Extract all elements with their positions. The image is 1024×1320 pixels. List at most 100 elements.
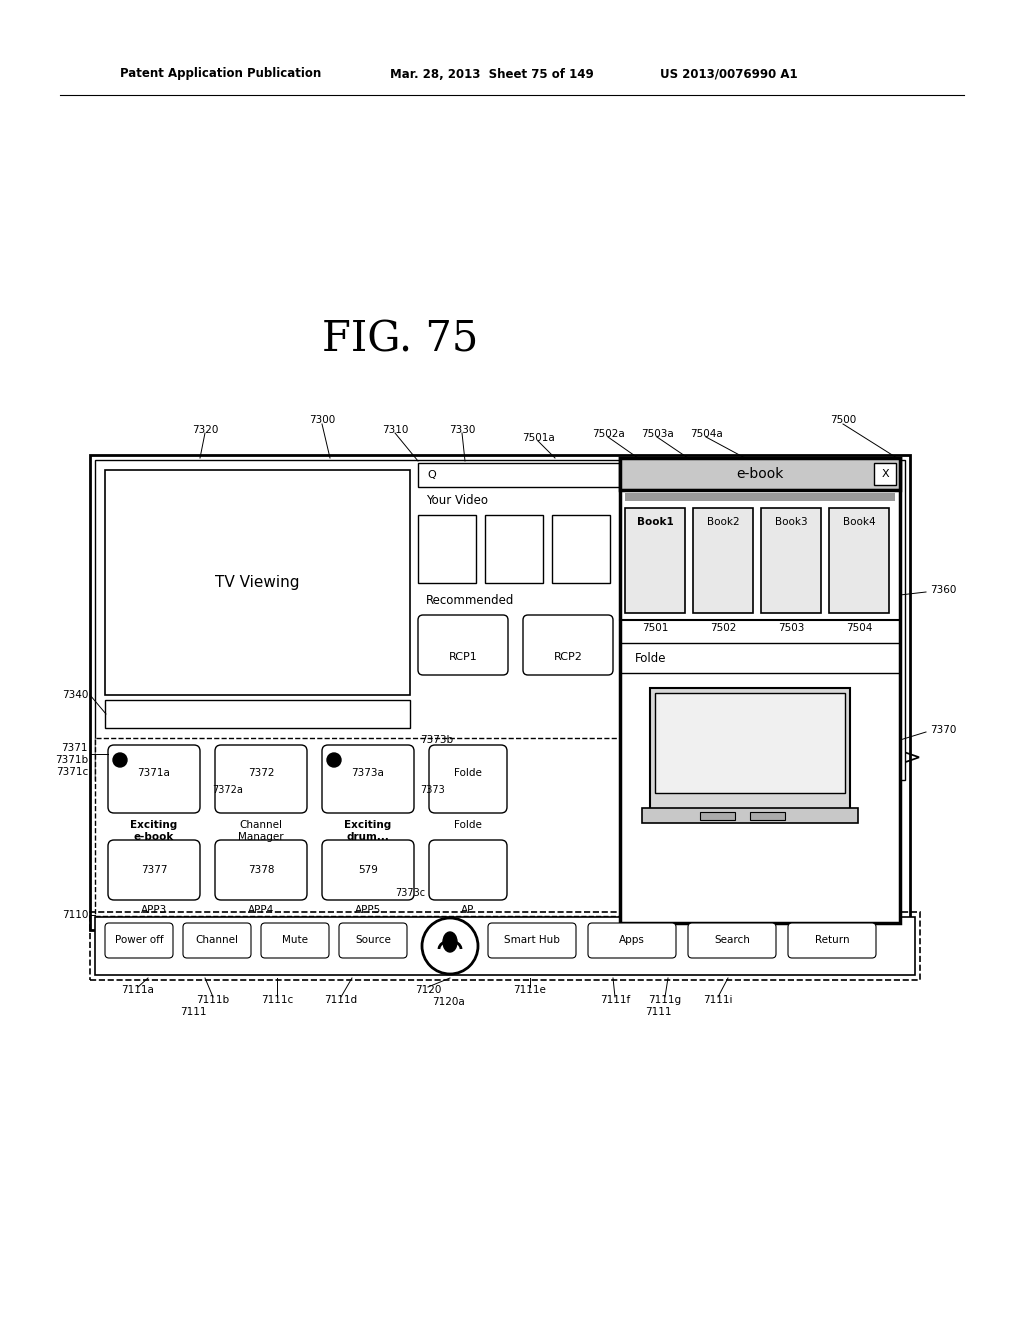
Text: Manager: Manager xyxy=(239,832,284,842)
Bar xyxy=(620,458,900,490)
Text: 7111e: 7111e xyxy=(514,985,547,995)
Text: Power off: Power off xyxy=(115,935,163,945)
Text: 7330: 7330 xyxy=(449,425,475,436)
Text: 7111: 7111 xyxy=(645,1007,672,1016)
Text: 7111a: 7111a xyxy=(122,985,155,995)
Text: 7340: 7340 xyxy=(61,690,88,700)
Text: TV Viewing: TV Viewing xyxy=(215,574,299,590)
Text: Q: Q xyxy=(428,470,436,480)
Text: 7378: 7378 xyxy=(248,865,274,875)
Text: 7371a: 7371a xyxy=(137,768,170,777)
Text: APP4: APP4 xyxy=(248,906,274,915)
Text: >: > xyxy=(903,748,922,768)
FancyBboxPatch shape xyxy=(183,923,251,958)
Text: 7371b: 7371b xyxy=(55,755,88,766)
Text: Return: Return xyxy=(815,935,849,945)
Text: Search: Search xyxy=(714,935,750,945)
Text: 7370: 7370 xyxy=(930,725,956,735)
Text: Apps: Apps xyxy=(620,935,645,945)
Bar xyxy=(750,812,785,820)
Text: 7377: 7377 xyxy=(140,865,167,875)
Text: 7372a: 7372a xyxy=(212,785,243,795)
FancyBboxPatch shape xyxy=(788,923,876,958)
Text: 7111d: 7111d xyxy=(325,995,357,1005)
Text: Book2: Book2 xyxy=(707,517,739,527)
Text: 7501: 7501 xyxy=(642,623,669,634)
Text: APP3: APP3 xyxy=(141,906,167,915)
Text: X: X xyxy=(882,469,889,479)
FancyBboxPatch shape xyxy=(488,923,575,958)
Text: Your Video: Your Video xyxy=(426,495,488,507)
Bar xyxy=(90,455,910,931)
Text: Channel: Channel xyxy=(196,935,239,945)
Bar xyxy=(418,515,476,583)
Text: 7504: 7504 xyxy=(846,623,872,634)
Bar xyxy=(95,738,620,916)
Text: 7111c: 7111c xyxy=(261,995,293,1005)
Bar xyxy=(761,508,821,612)
FancyBboxPatch shape xyxy=(429,744,507,813)
Text: 579: 579 xyxy=(358,865,378,875)
Bar xyxy=(95,459,905,780)
FancyBboxPatch shape xyxy=(339,923,407,958)
Bar xyxy=(625,492,895,502)
Text: Book1: Book1 xyxy=(637,517,674,527)
FancyBboxPatch shape xyxy=(215,840,307,900)
Text: 7502a: 7502a xyxy=(592,429,625,440)
FancyBboxPatch shape xyxy=(108,840,200,900)
Bar xyxy=(829,508,889,612)
Text: 7503a: 7503a xyxy=(641,429,674,440)
Text: 7502: 7502 xyxy=(710,623,736,634)
Bar xyxy=(700,812,735,820)
Text: Mute: Mute xyxy=(282,935,308,945)
Text: 7111b: 7111b xyxy=(197,995,229,1005)
Text: drum...: drum... xyxy=(346,832,389,842)
Bar xyxy=(655,693,845,793)
Bar xyxy=(105,470,410,696)
Text: 7120a: 7120a xyxy=(432,997,464,1007)
FancyBboxPatch shape xyxy=(322,744,414,813)
Bar xyxy=(418,463,628,487)
FancyBboxPatch shape xyxy=(108,744,200,813)
FancyBboxPatch shape xyxy=(588,923,676,958)
Text: Folde: Folde xyxy=(454,820,482,830)
Bar xyxy=(642,808,858,822)
Text: 7360: 7360 xyxy=(930,585,956,595)
Text: Exciting: Exciting xyxy=(130,820,177,830)
Bar xyxy=(485,515,543,583)
Text: 7111: 7111 xyxy=(180,1007,206,1016)
Text: Mar. 28, 2013  Sheet 75 of 149: Mar. 28, 2013 Sheet 75 of 149 xyxy=(390,67,594,81)
Text: Book4: Book4 xyxy=(843,517,876,527)
Text: 7371: 7371 xyxy=(61,743,88,752)
Text: 7373b: 7373b xyxy=(420,735,454,744)
Text: 7501a: 7501a xyxy=(521,433,554,444)
Text: Book3: Book3 xyxy=(775,517,807,527)
Circle shape xyxy=(327,752,341,767)
Text: Recommended: Recommended xyxy=(426,594,514,607)
Circle shape xyxy=(422,917,478,974)
FancyBboxPatch shape xyxy=(215,744,307,813)
Text: Exciting: Exciting xyxy=(344,820,391,830)
Text: 7504a: 7504a xyxy=(689,429,722,440)
Text: 7500: 7500 xyxy=(829,414,856,425)
Text: 7111g: 7111g xyxy=(648,995,682,1005)
FancyBboxPatch shape xyxy=(418,615,508,675)
Bar xyxy=(625,508,685,612)
Text: e-book: e-book xyxy=(134,832,174,842)
Text: Patent Application Publication: Patent Application Publication xyxy=(120,67,322,81)
Text: Smart Hub: Smart Hub xyxy=(504,935,560,945)
Circle shape xyxy=(113,752,127,767)
Text: 7373a: 7373a xyxy=(351,768,384,777)
Text: RCP1: RCP1 xyxy=(449,652,477,663)
Text: e-book: e-book xyxy=(736,467,783,480)
FancyBboxPatch shape xyxy=(261,923,329,958)
Text: 7320: 7320 xyxy=(191,425,218,436)
Text: US 2013/0076990 A1: US 2013/0076990 A1 xyxy=(660,67,798,81)
Text: 7111i: 7111i xyxy=(703,995,733,1005)
Text: AP: AP xyxy=(462,906,475,915)
Ellipse shape xyxy=(443,932,457,952)
Bar xyxy=(95,917,915,975)
Text: 7110: 7110 xyxy=(61,909,88,920)
Text: RCP2: RCP2 xyxy=(554,652,583,663)
Text: 7120: 7120 xyxy=(415,985,441,995)
